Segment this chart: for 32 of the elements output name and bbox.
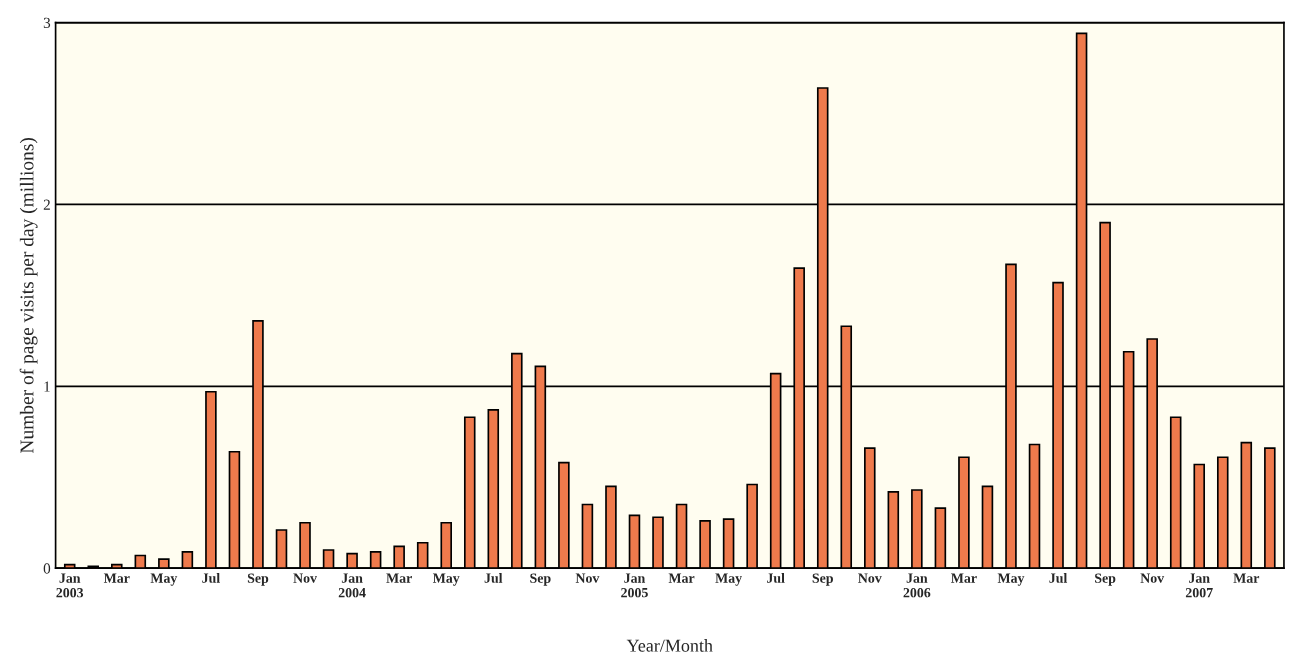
y-tick-label: 1 — [44, 381, 50, 392]
x-axis-title: Year/Month — [626, 639, 713, 652]
x-tick-label: Jan 2003 — [56, 573, 84, 598]
x-tick-label: May — [715, 573, 742, 586]
x-tick-label: Sep — [530, 573, 551, 586]
x-tick-label: Jul — [484, 573, 503, 583]
x-tick-label: Nov — [1140, 573, 1165, 583]
x-tick-label: Nov — [575, 573, 600, 583]
x-tick-label: Mar — [1233, 573, 1260, 583]
x-tick-label: Jan 2007 — [1185, 573, 1213, 598]
y-axis-title: Number of page visits per day (millions) — [19, 138, 38, 454]
x-tick-label: Jul — [767, 573, 785, 583]
x-tick-label: May — [997, 573, 1025, 586]
x-tick-label: Sep — [812, 573, 833, 586]
x-tick-label: Mar — [951, 573, 977, 583]
y-tick-label: 2 — [43, 199, 50, 210]
x-tick-label: Jan 2006 — [903, 573, 931, 598]
x-tick-label: Sep — [247, 573, 269, 586]
x-tick-label: Mar — [668, 573, 695, 583]
x-tick-label: May — [432, 573, 460, 586]
x-tick-label: Nov — [293, 573, 317, 583]
x-tick-label: Nov — [858, 573, 882, 583]
x-tick-label: Jul — [202, 573, 220, 583]
y-tick-label: 3 — [43, 17, 51, 28]
x-tick-label: Jan 2005 — [621, 573, 648, 598]
x-tick-label: Mar — [103, 573, 130, 583]
x-tick-label: May — [150, 573, 178, 586]
x-tick-label: Jan 2004 — [338, 573, 366, 598]
x-tick-label: Sep — [1095, 573, 1116, 586]
x-tick-label: Jul — [1049, 573, 1068, 583]
y-tick-label: 0 — [43, 563, 51, 574]
x-tick-label: Mar — [386, 573, 412, 583]
